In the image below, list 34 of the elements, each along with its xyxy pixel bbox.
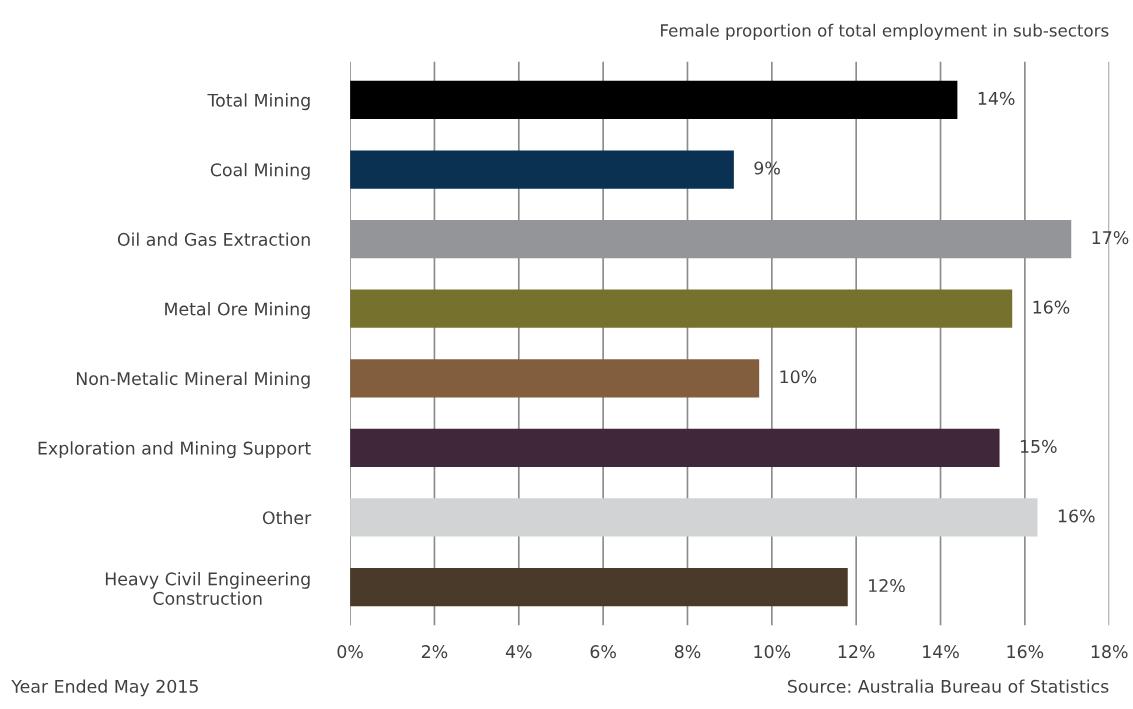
x-tick-label: 2% — [421, 645, 448, 659]
bar — [350, 80, 958, 120]
data-label: 12% — [869, 578, 905, 593]
data-label: 16% — [1058, 509, 1095, 523]
y-tick-label: Total Mining — [207, 93, 310, 111]
source-note: Source: Australia Bureau of Statistics — [787, 679, 1109, 693]
x-tick-label: 14% — [923, 645, 959, 659]
bar — [350, 359, 760, 398]
y-tick-label: Heavy Civil Engineering Construction — [105, 572, 310, 605]
chart-title: Female proportion of total employment in sub-sectors — [661, 23, 1109, 40]
y-tick-label: Other — [262, 510, 312, 525]
text: Year Ended May 2015 — [11, 679, 198, 697]
x-tick-label: 6% — [590, 645, 616, 659]
x-tick-label: 8% — [674, 645, 701, 659]
y-tick-label: Metal Ore Mining — [165, 302, 310, 319]
data-label: 10% — [780, 370, 817, 384]
data-label: 16% — [1033, 300, 1070, 314]
y-tick-label: Exploration and Mining Support — [38, 441, 311, 459]
x-tick-label: 10% — [754, 645, 791, 659]
y-tick-label: Non-Metalic Mineral Mining — [76, 371, 310, 389]
bar — [350, 289, 1013, 328]
y-tick-label: Coal Mining — [210, 162, 310, 180]
data-label: 17% — [1092, 231, 1129, 245]
x-tick-label: 16% — [1007, 645, 1044, 659]
bar — [350, 567, 848, 607]
x-tick-label: 4% — [505, 645, 532, 659]
bar — [350, 498, 1038, 537]
bar — [350, 150, 734, 189]
bar — [350, 428, 1000, 468]
x-tick-label: 12% — [838, 645, 875, 659]
x-tick-label: 0% — [337, 645, 363, 659]
y-tick-label: Oil and Gas Extraction — [117, 232, 310, 246]
x-tick-label: 18% — [1091, 645, 1128, 659]
data-label: 14% — [978, 91, 1015, 105]
